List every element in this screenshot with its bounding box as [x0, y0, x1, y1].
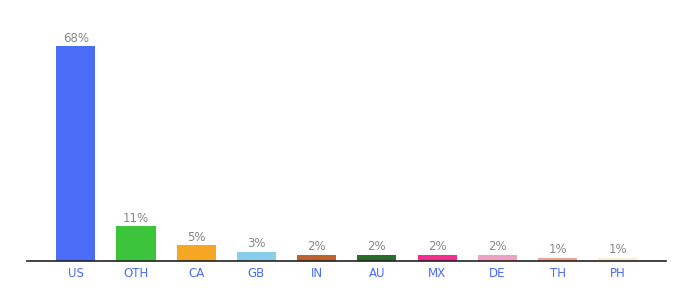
Bar	[116, 226, 156, 261]
Bar	[598, 258, 637, 261]
Text: 11%: 11%	[123, 212, 149, 225]
Text: 2%: 2%	[488, 240, 507, 253]
Text: 1%: 1%	[548, 243, 567, 256]
Bar	[418, 255, 457, 261]
Bar	[237, 251, 276, 261]
Text: 2%: 2%	[428, 240, 447, 253]
Bar	[56, 46, 95, 261]
Text: 2%: 2%	[368, 240, 386, 253]
Bar	[357, 255, 396, 261]
Bar	[297, 255, 337, 261]
Text: 2%: 2%	[307, 240, 326, 253]
Text: 68%: 68%	[63, 32, 89, 44]
Text: 1%: 1%	[609, 243, 627, 256]
Bar	[478, 255, 517, 261]
Text: 5%: 5%	[187, 231, 205, 244]
Bar	[538, 258, 577, 261]
Text: 3%: 3%	[248, 237, 266, 250]
Bar	[177, 245, 216, 261]
